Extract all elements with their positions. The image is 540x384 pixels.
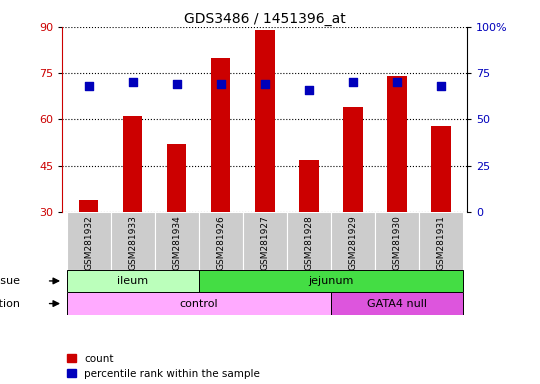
- Point: [216, 81, 225, 87]
- Bar: [242, 212, 287, 270]
- Bar: [154, 212, 199, 270]
- Text: GSM281930: GSM281930: [392, 215, 401, 270]
- Bar: [287, 212, 330, 270]
- Bar: [343, 107, 362, 212]
- Text: jejunum: jejunum: [308, 276, 353, 286]
- Bar: [199, 212, 242, 270]
- Bar: [123, 116, 143, 212]
- Bar: [79, 200, 98, 212]
- Bar: [387, 76, 407, 212]
- Text: GSM281929: GSM281929: [348, 215, 357, 270]
- Title: GDS3486 / 1451396_at: GDS3486 / 1451396_at: [184, 12, 346, 26]
- Point: [172, 81, 181, 87]
- Bar: [330, 212, 375, 270]
- Point: [84, 83, 93, 89]
- Point: [436, 83, 445, 89]
- Bar: [255, 30, 274, 212]
- Bar: [431, 126, 450, 212]
- Text: tissue: tissue: [0, 276, 21, 286]
- Text: GSM281927: GSM281927: [260, 215, 269, 270]
- Text: GATA4 null: GATA4 null: [367, 299, 427, 309]
- Text: GSM281928: GSM281928: [304, 215, 313, 270]
- Bar: [66, 292, 330, 315]
- Text: control: control: [179, 299, 218, 309]
- Point: [260, 81, 269, 87]
- Text: GSM281932: GSM281932: [84, 215, 93, 270]
- Bar: [418, 212, 463, 270]
- Text: GSM281934: GSM281934: [172, 215, 181, 270]
- Bar: [211, 58, 231, 212]
- Bar: [66, 270, 199, 292]
- Text: GSM281926: GSM281926: [216, 215, 225, 270]
- Bar: [330, 292, 463, 315]
- Bar: [111, 212, 154, 270]
- Point: [128, 79, 137, 86]
- Text: genotype/variation: genotype/variation: [0, 299, 21, 309]
- Point: [305, 87, 313, 93]
- Text: ileum: ileum: [117, 276, 148, 286]
- Text: GSM281933: GSM281933: [128, 215, 137, 270]
- Bar: [299, 160, 319, 212]
- Point: [348, 79, 357, 86]
- Text: GSM281931: GSM281931: [436, 215, 445, 270]
- Point: [393, 79, 401, 86]
- Bar: [66, 212, 111, 270]
- Bar: [375, 212, 418, 270]
- Bar: [167, 144, 186, 212]
- Legend: count, percentile rank within the sample: count, percentile rank within the sample: [68, 354, 260, 379]
- Bar: [199, 270, 463, 292]
